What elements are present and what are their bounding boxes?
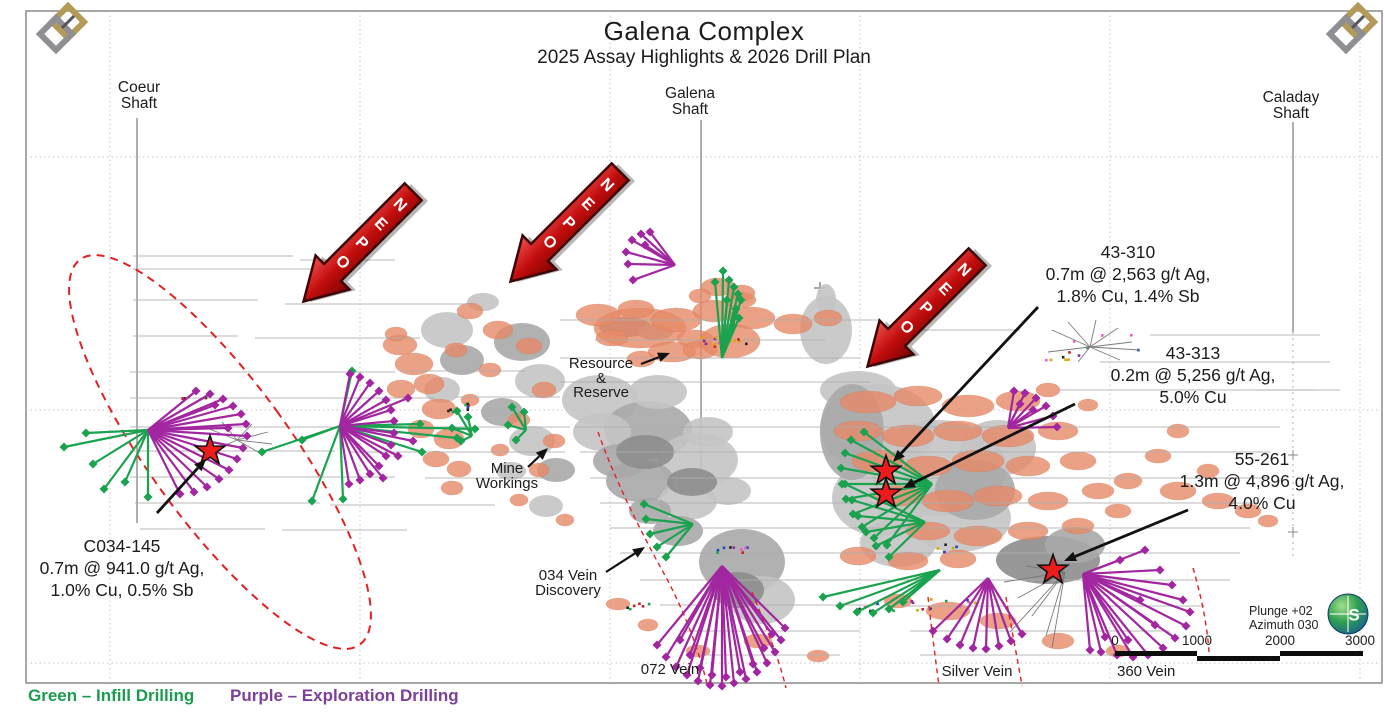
legend-exploration-drilling: Purple – Exploration Drilling — [230, 686, 459, 705]
scale-tick-3000: 3000 — [1344, 633, 1376, 648]
purple-drill-fan — [652, 565, 790, 691]
drill-intercept-star — [192, 433, 228, 466]
company-logo-left — [35, 1, 89, 55]
scale-tick-1000: 1000 — [1181, 633, 1213, 648]
green-drill-fan — [447, 406, 474, 446]
purple-drill-fan — [621, 227, 676, 285]
scale-bar — [1115, 651, 1363, 661]
annotation-55-261: 55-261 1.3m @ 4,896 g/t Ag, 4.0% Cu — [1179, 449, 1345, 513]
purple-drill-fan — [147, 386, 252, 499]
drill-intercept-star — [868, 476, 904, 509]
annotation-arrows — [155, 306, 1189, 573]
scale-tick-0: 0 — [1111, 633, 1119, 648]
assay-specks — [181, 333, 1140, 613]
annotation-43-313: 43-313 0.2m @ 5,256 g/t Ag, 5.0% Cu — [1110, 343, 1276, 407]
green-drill-fan — [503, 402, 529, 445]
annotation-43-310: 43-310 0.7m @ 2,563 g/t Ag, 1.8% Cu, 1.4% … — [1045, 242, 1211, 306]
scale-tick-2000: 2000 — [1264, 633, 1296, 648]
orientation-globe-icon: S — [1327, 593, 1369, 635]
company-logo-right — [1325, 1, 1379, 55]
green-drill-fan — [840, 479, 926, 562]
page-subtitle: 2025 Assay Highlights & 2026 Drill Plan — [537, 47, 871, 68]
level-lines — [130, 255, 1340, 656]
orientation-text: Plunge +02 Azimuth 030 — [1249, 604, 1319, 632]
highlight-stars — [192, 433, 1071, 585]
drill-fans — [59, 227, 1195, 691]
label-360-vein: 360 Vein — [1117, 663, 1176, 680]
green-drill-fan — [639, 499, 694, 562]
annotation-c034-145: C034-145 0.7m @ 941.0 g/t Ag, 1.0% Cu, 0.5… — [39, 536, 205, 600]
label-mine-workings: Mine Workings — [475, 460, 539, 492]
purple-drill-fan — [1081, 545, 1195, 662]
label-resource-reserve: Resource & Reserve — [568, 355, 634, 401]
label-galena-shaft: Galena Shaft — [665, 85, 715, 118]
legend-infill-drilling: Green – Infill Drilling — [28, 686, 195, 705]
purple-drill-fan — [928, 577, 1027, 654]
mine-workings-patches — [421, 284, 1105, 624]
drill-intercept-star — [1035, 552, 1071, 585]
green-drill-fan — [710, 266, 746, 359]
label-silver-vein: Silver Vein — [941, 663, 1013, 680]
label-034-vein-discovery: 034 Vein Discovery — [535, 567, 601, 599]
purple-drill-fan — [338, 369, 418, 489]
green-drill-fan — [59, 428, 153, 502]
page-title: Galena Complex — [603, 16, 805, 46]
grid-lines — [25, 10, 1383, 684]
green-drill-fan — [818, 568, 941, 618]
label-coeur-shaft: Coeur Shaft — [117, 79, 161, 112]
label-072-vein: 072 Vein — [640, 661, 700, 678]
svg-text:S: S — [1348, 606, 1359, 625]
label-caladay-shaft: Caladay Shaft — [1262, 89, 1320, 122]
